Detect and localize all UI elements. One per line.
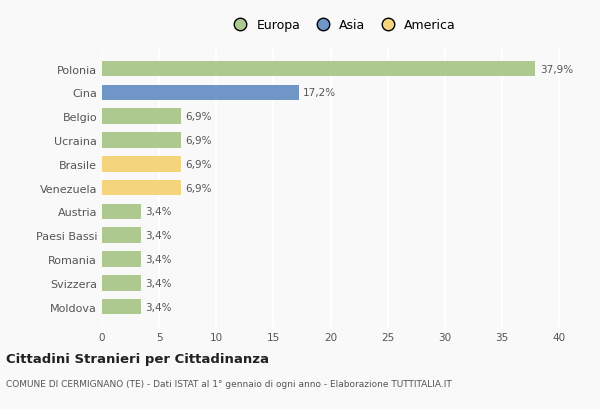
Text: 6,9%: 6,9%: [185, 112, 212, 122]
Bar: [102, 180, 181, 196]
Text: 3,4%: 3,4%: [145, 278, 172, 288]
Bar: [102, 299, 141, 315]
Bar: [102, 275, 141, 291]
Text: 6,9%: 6,9%: [185, 160, 212, 169]
Bar: [102, 204, 141, 220]
Bar: [102, 62, 535, 77]
Text: 37,9%: 37,9%: [540, 65, 573, 74]
Text: COMUNE DI CERMIGNANO (TE) - Dati ISTAT al 1° gennaio di ogni anno - Elaborazione: COMUNE DI CERMIGNANO (TE) - Dati ISTAT a…: [6, 380, 452, 389]
Text: 3,4%: 3,4%: [145, 231, 172, 240]
Text: 3,4%: 3,4%: [145, 302, 172, 312]
Text: 6,9%: 6,9%: [185, 183, 212, 193]
Text: 6,9%: 6,9%: [185, 136, 212, 146]
Text: 3,4%: 3,4%: [145, 207, 172, 217]
Text: Cittadini Stranieri per Cittadinanza: Cittadini Stranieri per Cittadinanza: [6, 352, 269, 365]
Bar: [102, 109, 181, 125]
Bar: [102, 157, 181, 172]
Text: 17,2%: 17,2%: [303, 88, 336, 98]
Text: 3,4%: 3,4%: [145, 254, 172, 264]
Bar: [102, 252, 141, 267]
Bar: [102, 133, 181, 148]
Legend: Europa, Asia, America: Europa, Asia, America: [226, 16, 458, 34]
Bar: [102, 85, 299, 101]
Bar: [102, 228, 141, 243]
